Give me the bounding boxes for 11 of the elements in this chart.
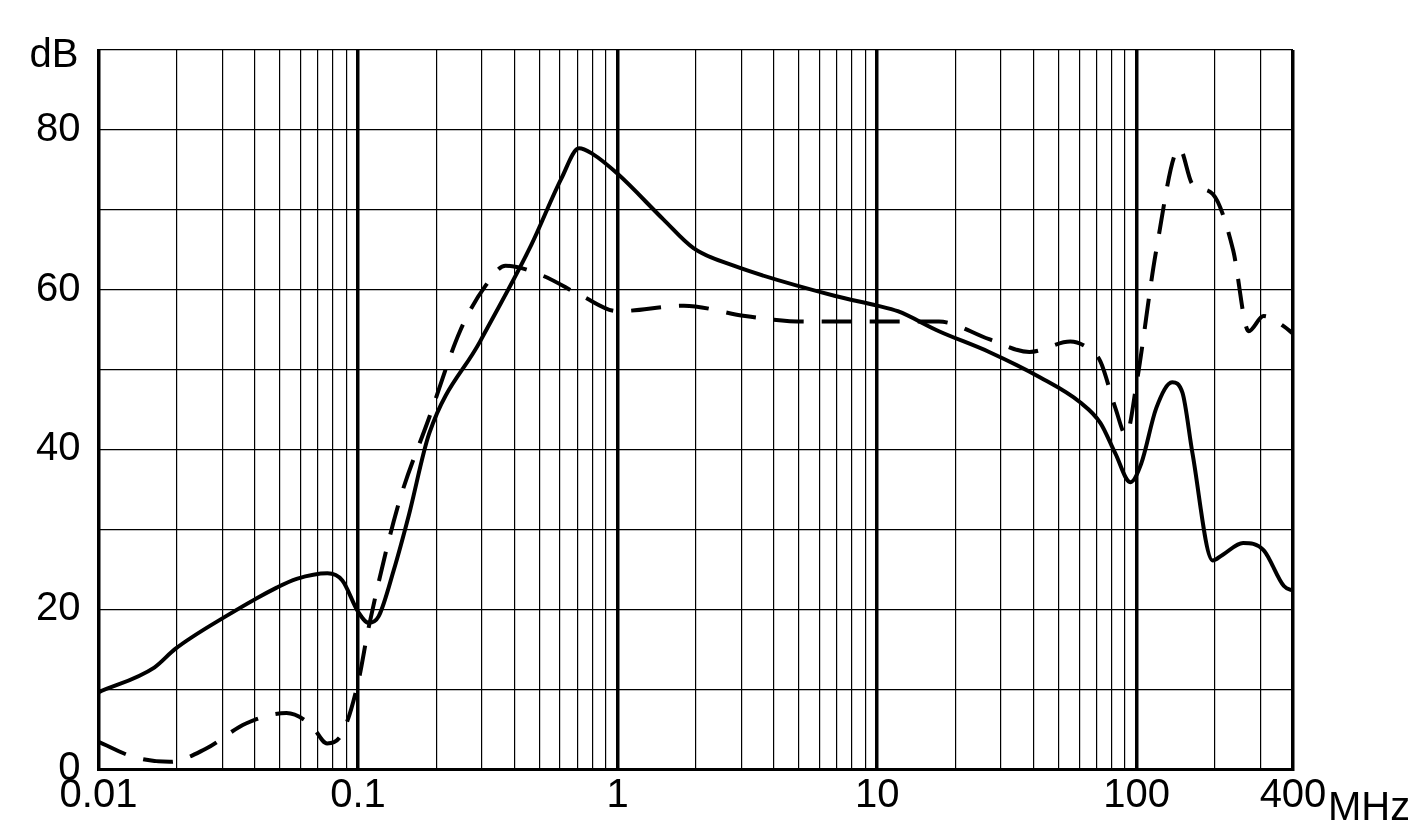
y-tick-label: 80 <box>35 104 81 149</box>
y-tick-label: 60 <box>35 264 81 309</box>
y-axis-title: dB <box>29 31 79 76</box>
x-tick-label: 1 <box>606 771 629 816</box>
x-tick-label: 100 <box>1103 771 1171 816</box>
x-tick-label: 0.1 <box>330 771 386 816</box>
y-tick-label: 20 <box>35 584 81 629</box>
x-axis-title: MHz <box>1328 784 1411 829</box>
x-tick-label: 400 <box>1259 771 1327 816</box>
y-tick-label: 40 <box>35 424 81 469</box>
x-tick-label: 10 <box>854 771 900 816</box>
